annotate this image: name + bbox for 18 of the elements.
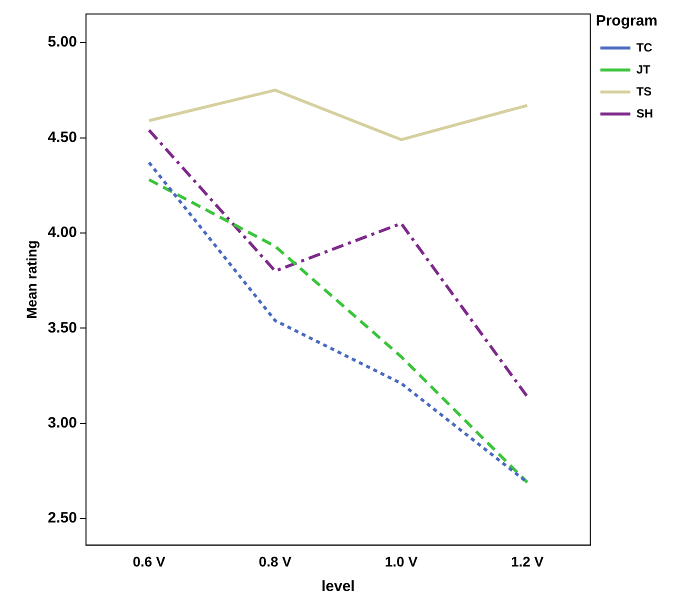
x-tick-label: 0.8 V bbox=[258, 553, 292, 570]
y-tick-label: 2.50 bbox=[48, 510, 77, 527]
x-tick-label: 1.0 V bbox=[384, 553, 418, 570]
y-tick-label: 5.00 bbox=[48, 34, 77, 51]
x-tick-label: 0.6 V bbox=[132, 553, 166, 570]
legend-label: JT bbox=[636, 62, 652, 76]
legend-label: TC bbox=[636, 40, 653, 54]
y-tick-label: 4.50 bbox=[48, 128, 77, 146]
legend-title: Program bbox=[596, 12, 658, 30]
y-tick-label: 3.50 bbox=[48, 319, 77, 336]
legend-label: SH bbox=[636, 106, 653, 120]
legend-label: TS bbox=[636, 84, 652, 98]
y-tick-label: 4.00 bbox=[48, 224, 77, 242]
line-series bbox=[148, 128, 529, 398]
x-tick-label: 1.2 V bbox=[510, 553, 544, 570]
x-axis-title: level bbox=[321, 578, 355, 596]
y-tick-label: 3.00 bbox=[48, 414, 77, 432]
y-axis-title: Mean rating bbox=[23, 240, 40, 319]
